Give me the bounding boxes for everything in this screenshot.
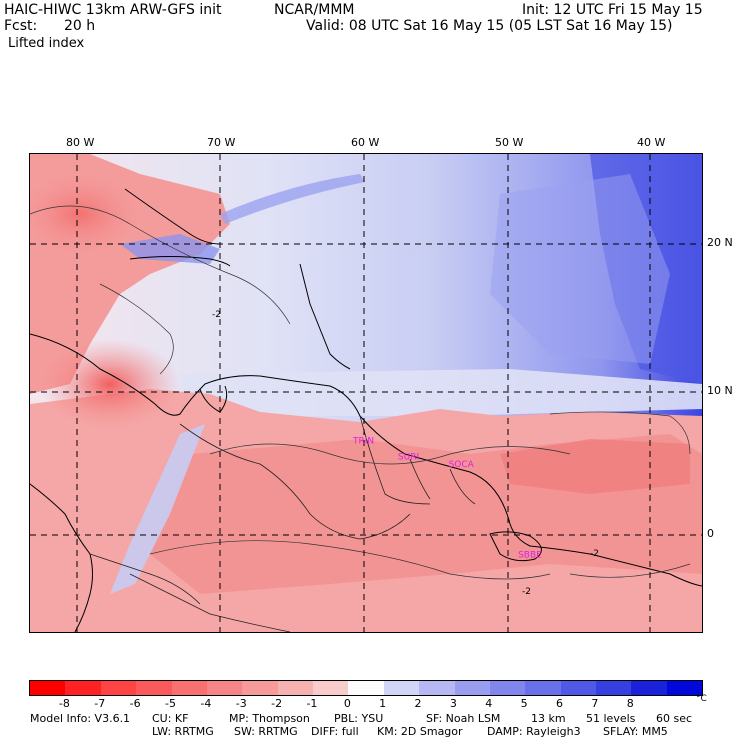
contour-label: -2 <box>522 587 531 597</box>
colorbar-tick-label: 5 <box>520 697 528 710</box>
station-label: SBBE <box>518 550 542 560</box>
sf-scheme: SF: Noah LSM <box>426 712 501 725</box>
colorbar-tick-label: -3 <box>235 697 247 710</box>
colorbar-tick-label: 8 <box>626 697 634 710</box>
sflay-scheme: SFLAY: MM5 <box>603 725 668 738</box>
km-scheme: KM: 2D Smagor <box>377 725 463 738</box>
colorbar-swatch <box>171 681 207 695</box>
mp-scheme: MP: Thompson <box>229 712 310 725</box>
stable-region-central <box>490 174 670 364</box>
lon-label-60w: 60 W <box>351 136 380 149</box>
unstable-core-panama <box>40 339 180 429</box>
levels: 51 levels <box>586 712 636 725</box>
colorbar-swatch <box>596 681 632 695</box>
colorbar-swatch <box>525 681 561 695</box>
colorbar-tick-label: 2 <box>414 697 422 710</box>
forecast-hour: 20 h <box>64 18 96 34</box>
station-label: SURI <box>398 453 419 463</box>
stable-streak-atlantic <box>220 174 365 224</box>
cu-scheme: CU: KF <box>152 712 189 725</box>
lat-label-10n: 10 N <box>707 384 733 397</box>
colorbar-tick-label: 4 <box>485 697 493 710</box>
colorbar-tick-label: 3 <box>449 697 457 710</box>
unstable-core-east <box>500 439 690 494</box>
colorbar-swatch <box>136 681 172 695</box>
colorbar-swatch <box>30 681 66 695</box>
damp-scheme: DAMP: Rayleigh3 <box>487 725 581 738</box>
lon-label-50w: 50 W <box>495 136 524 149</box>
colorbar-tick-label: 7 <box>591 697 599 710</box>
colorbar-swatch <box>348 681 384 695</box>
colorbar-tick-label: 1 <box>379 697 387 710</box>
pbl-scheme: PBL: YSU <box>334 712 384 725</box>
andes-stable-streak <box>110 424 205 594</box>
colorbar-tick-label: -4 <box>200 697 212 710</box>
colorbar-tick-label: 6 <box>556 697 564 710</box>
borders <box>89 415 476 632</box>
colorbar-swatch <box>631 681 667 695</box>
colorbar-tick-label: -7 <box>94 697 106 710</box>
colorbar-swatch <box>383 681 420 695</box>
contour-label: -2 <box>212 310 221 320</box>
colorbar-swatch <box>65 681 101 695</box>
stable-patch-hispaniola <box>120 234 220 264</box>
model-info: Model Info: V3.6.1 <box>30 712 131 725</box>
lon-label-70w: 70 W <box>207 136 236 149</box>
lon-label-40w: 40 W <box>637 136 666 149</box>
valid-time: Valid: 08 UTC Sat 16 May 15 (05 LST Sat … <box>306 18 673 34</box>
lifted-index-map: -2 -2 -2 TRIN SURI SOCA SBBE <box>29 153 703 633</box>
lifted-index-contours <box>30 205 691 580</box>
lat-label-20n: 20 N <box>707 236 733 249</box>
field-name: Lifted index <box>8 36 85 51</box>
resolution: 13 km <box>531 712 566 725</box>
unstable-core-cuba <box>30 174 140 254</box>
colorbar-swatch <box>206 681 243 695</box>
colorbar-unit: °C <box>696 694 707 704</box>
colorbar-swatch <box>100 681 137 695</box>
colorbar-tick-label: -5 <box>164 697 176 710</box>
colorbar-swatch <box>419 681 455 695</box>
colorbar-swatch <box>242 681 278 695</box>
contour-label: -2 <box>590 549 599 559</box>
station-label: SOCA <box>449 460 475 470</box>
colorbar-tick-label: -6 <box>129 697 141 710</box>
station-markers: TRIN SURI SOCA SBBE <box>352 436 542 560</box>
colorbar-swatch <box>454 681 490 695</box>
station-label: TRIN <box>352 436 374 446</box>
forecast-label: Fcst: <box>4 18 38 34</box>
colorbar-tick-label: -2 <box>271 697 283 710</box>
colorbar <box>29 680 703 696</box>
colorbar-tick-label: -1 <box>306 697 318 710</box>
diff-scheme: DIFF: full <box>311 725 359 738</box>
model-title: HAIC-HIWC 13km ARW-GFS init <box>4 2 222 18</box>
colorbar-swatch <box>666 681 703 695</box>
colorbar-tick-label: 0 <box>343 697 351 710</box>
lat-label-0: 0 <box>707 527 714 540</box>
lon-label-80w: 80 W <box>66 136 95 149</box>
lw-scheme: LW: RRTMG <box>152 725 214 738</box>
org-label: NCAR/MMM <box>274 2 355 18</box>
colorbar-swatch <box>313 681 349 695</box>
sw-scheme: SW: RRTMG <box>234 725 298 738</box>
colorbar-swatch <box>277 681 313 695</box>
colorbar-swatch <box>560 681 596 695</box>
timestep: 60 sec <box>656 712 693 725</box>
colorbar-swatch <box>489 681 526 695</box>
colorbar-tick-label: -8 <box>58 697 70 710</box>
graticule <box>30 154 702 632</box>
init-time: Init: 12 UTC Fri 15 May 15 <box>522 2 703 18</box>
